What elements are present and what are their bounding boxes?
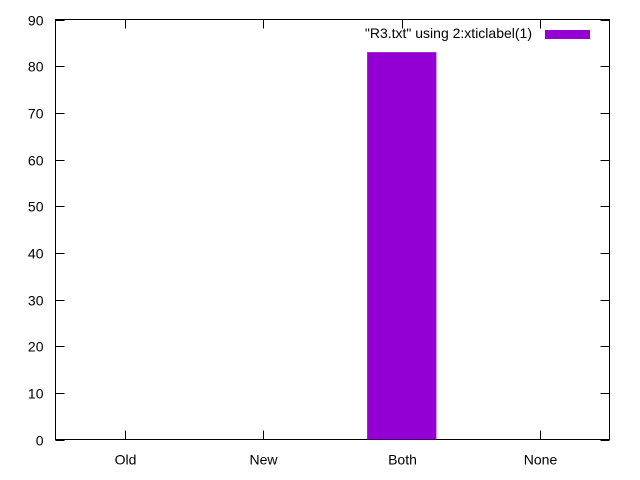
- y-tick-label: 70: [28, 106, 44, 122]
- x-tick-label: None: [524, 452, 558, 468]
- x-tick-label: New: [249, 452, 278, 468]
- y-tick-label: 80: [28, 59, 44, 75]
- y-tick-label: 20: [28, 339, 44, 355]
- legend-label: "R3.txt" using 2:xticlabel(1): [365, 25, 532, 41]
- y-tick-label: 0: [36, 433, 44, 449]
- y-tick-label: 50: [28, 199, 44, 215]
- bar: [367, 52, 437, 440]
- plot-frame: [55, 19, 610, 440]
- legend-swatch: [545, 30, 590, 39]
- legend: "R3.txt" using 2:xticlabel(1): [365, 25, 590, 41]
- y-tick-label: 40: [28, 246, 44, 262]
- y-tick-label: 60: [28, 153, 44, 169]
- y-tick-label: 30: [28, 293, 44, 309]
- x-tick-label: Old: [115, 452, 137, 468]
- y-tick-label: 10: [28, 386, 44, 402]
- y-axis: 0 10 20 30 40 50 60 70 80 90: [28, 13, 610, 449]
- y-tick-label: 90: [28, 13, 44, 29]
- bar-series: [367, 52, 437, 440]
- x-tick-label: Both: [388, 452, 417, 468]
- x-axis: Old New Both None: [115, 19, 558, 468]
